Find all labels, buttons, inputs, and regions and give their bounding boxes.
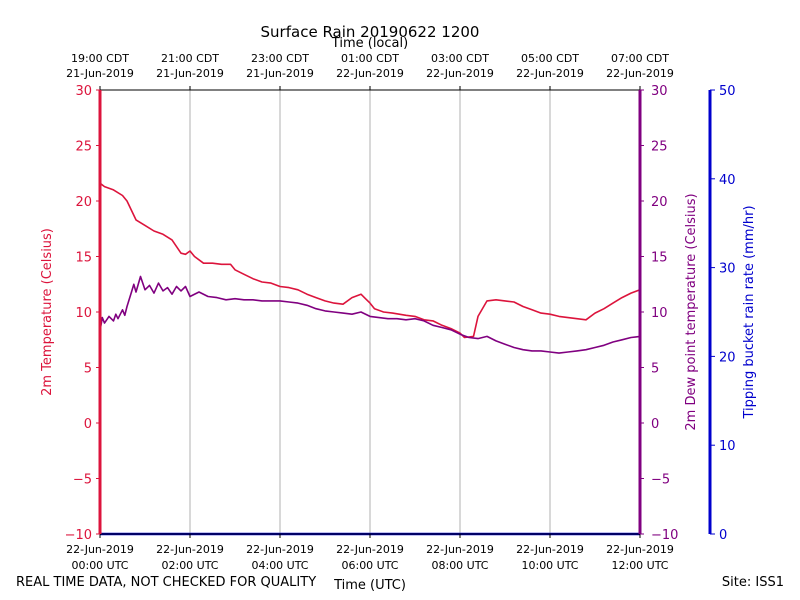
dewpoint-tick-label: 5 <box>651 362 659 377</box>
temperature-tick-label: 5 <box>84 362 92 377</box>
bottom-utc-time-axis: 22-Jun-2019 00:00 UTC 22-Jun-2019 02:00 UTC… <box>66 534 674 572</box>
local-tick-label-date: 22-Jun-2019 <box>426 67 494 80</box>
utc-tick-label-time: 08:00 UTC <box>431 559 488 572</box>
utc-tick-label-date: 22-Jun-2019 <box>426 543 494 556</box>
utc-tick-label-time: 06:00 UTC <box>341 559 398 572</box>
top-axis-label: Time (local) <box>331 36 408 51</box>
temperature-axis: −10 −5 0 5 10 15 20 25 30 <box>65 84 102 543</box>
rain-rate-tick-label: 20 <box>719 350 736 365</box>
local-tick-label-date: 21-Jun-2019 <box>66 67 134 80</box>
rain-rate-axis-label: Tipping bucket rain rate (mm/hr) <box>742 205 757 419</box>
utc-tick-label-date: 22-Jun-2019 <box>606 543 674 556</box>
utc-tick-label-time: 02:00 UTC <box>161 559 218 572</box>
rain-rate-tick-label: 0 <box>719 528 727 543</box>
utc-tick-label-date: 22-Jun-2019 <box>516 543 584 556</box>
rain-rate-tick-label: 30 <box>719 262 736 277</box>
temperature-tick-label: −10 <box>65 528 92 543</box>
local-tick-label-time: 03:00 CDT <box>431 52 489 65</box>
temperature-tick-label: −5 <box>73 473 92 488</box>
rain-rate-tick-label: 40 <box>719 173 736 188</box>
utc-tick-label-time: 12:00 UTC <box>611 559 668 572</box>
utc-tick-label-date: 22-Jun-2019 <box>156 543 224 556</box>
utc-tick-label-date: 22-Jun-2019 <box>336 543 404 556</box>
x-axis-label: Time (UTC) <box>333 578 406 593</box>
site-label: Site: ISS1 <box>721 575 784 590</box>
dewpoint-axis-label: 2m Dew point temperature (Celsius) <box>684 193 699 430</box>
vertical-gridlines <box>189 90 551 534</box>
local-tick-label-date: 22-Jun-2019 <box>606 67 674 80</box>
temperature-tick-label: 20 <box>75 195 92 210</box>
temperature-tick-label: 0 <box>84 417 92 432</box>
rain-rate-tick-label: 50 <box>719 84 736 99</box>
top-local-time-axis: 19:00 CDT 21-Jun-2019 21:00 CDT 21-Jun-2019… <box>66 52 674 90</box>
temperature-tick-label: 10 <box>75 306 92 321</box>
rain-rate-tick-label: 10 <box>719 439 736 454</box>
dewpoint-tick-label: 15 <box>651 251 668 266</box>
local-tick-label-date: 21-Jun-2019 <box>246 67 314 80</box>
dewpoint-tick-label: 20 <box>651 195 668 210</box>
local-tick-label-time: 07:00 CDT <box>611 52 669 65</box>
local-tick-label-time: 23:00 CDT <box>251 52 309 65</box>
local-tick-label-time: 05:00 CDT <box>521 52 579 65</box>
temperature-tick-label: 15 <box>75 251 92 266</box>
utc-tick-label-time: 04:00 UTC <box>251 559 308 572</box>
utc-tick-label-date: 22-Jun-2019 <box>66 543 134 556</box>
dewpoint-tick-label: 25 <box>651 140 668 155</box>
dewpoint-tick-label: −5 <box>651 473 670 488</box>
quality-disclaimer: REAL TIME DATA, NOT CHECKED FOR QUALITY <box>16 575 317 590</box>
dewpoint-axis: −10 −5 0 5 10 15 20 25 30 <box>638 84 678 543</box>
utc-tick-label-time: 10:00 UTC <box>521 559 578 572</box>
dewpoint-tick-label: 0 <box>651 417 659 432</box>
temperature-tick-label: 30 <box>75 84 92 99</box>
local-tick-label-time: 19:00 CDT <box>71 52 129 65</box>
local-tick-label-time: 21:00 CDT <box>161 52 219 65</box>
temperature-tick-label: 25 <box>75 140 92 155</box>
utc-tick-label-time: 00:00 UTC <box>71 559 128 572</box>
temperature-axis-label: 2m Temperature (Celsius) <box>40 228 55 396</box>
2m-temperature-line <box>99 182 641 339</box>
2m-dew-point-temperature-line <box>99 275 641 354</box>
local-tick-label-date: 22-Jun-2019 <box>516 67 584 80</box>
local-tick-label-time: 01:00 CDT <box>341 52 399 65</box>
utc-tick-label-date: 22-Jun-2019 <box>246 543 314 556</box>
dewpoint-tick-label: 30 <box>651 84 668 99</box>
dewpoint-tick-label: 10 <box>651 306 668 321</box>
dewpoint-tick-label: −10 <box>651 528 678 543</box>
rain-rate-axis: 0 10 20 30 40 50 <box>708 84 736 543</box>
local-tick-label-date: 21-Jun-2019 <box>156 67 224 80</box>
local-tick-label-date: 22-Jun-2019 <box>336 67 404 80</box>
chart-title: Surface Rain 20190622 1200 <box>261 23 480 41</box>
